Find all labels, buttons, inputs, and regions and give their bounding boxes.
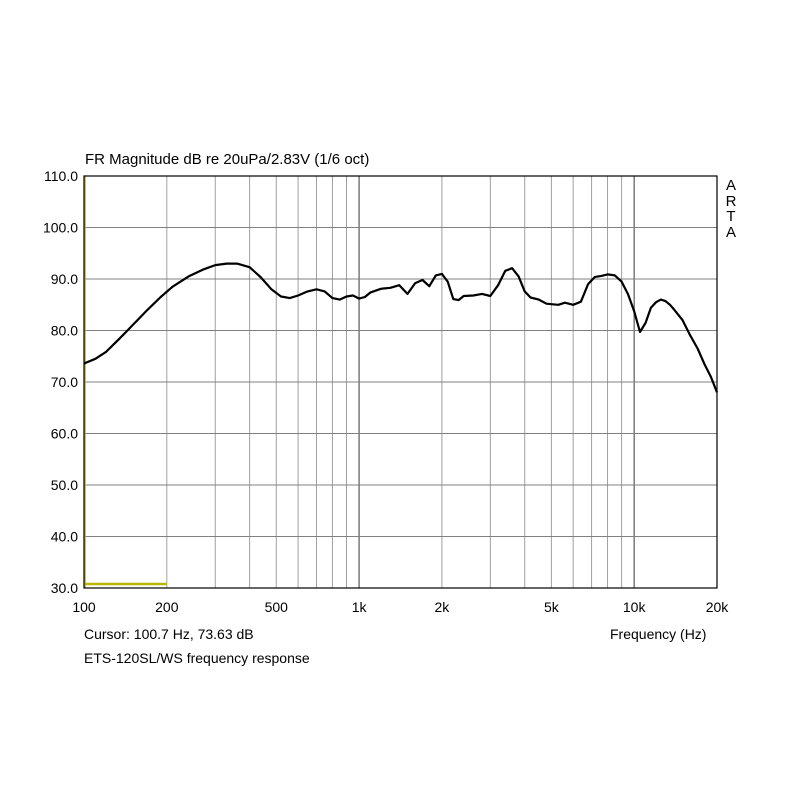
cursor-readout: Cursor: 100.7 Hz, 73.63 dB bbox=[84, 626, 254, 642]
frequency-response-line bbox=[83, 262, 719, 393]
x-tick-label: 1k bbox=[352, 599, 368, 615]
cursor-marks bbox=[84, 176, 167, 588]
plot-frame bbox=[83, 175, 718, 589]
x-tick-label: 100 bbox=[72, 599, 96, 615]
traces bbox=[83, 262, 719, 393]
x-axis-label: Frequency (Hz) bbox=[610, 626, 707, 642]
x-tick-label: 200 bbox=[155, 599, 179, 615]
x-tick-label: 20k bbox=[706, 599, 730, 615]
chart-caption: ETS-120SL/WS frequency response bbox=[84, 650, 310, 666]
y-tick-label: 110.0 bbox=[44, 168, 78, 184]
y-tick-label: 80.0 bbox=[51, 323, 78, 339]
y-tick-label: 100.0 bbox=[43, 220, 78, 236]
tick-labels: 30.0 40.0 50.0 60.0 70.0 80.0 90.0 100.0 110.0 10… bbox=[43, 168, 729, 615]
y-tick-label: 90.0 bbox=[51, 271, 78, 287]
x-tick-label: 500 bbox=[265, 599, 289, 615]
y-tick-label: 50.0 bbox=[51, 477, 78, 493]
y-tick-label: 30.0 bbox=[51, 580, 78, 596]
x-tick-label: 10k bbox=[623, 599, 647, 615]
brand-label: ARTA bbox=[725, 177, 737, 241]
chart-title: FR Magnitude dB re 20uPa/2.83V (1/6 oct) bbox=[85, 151, 370, 168]
x-tick-label: 2k bbox=[435, 599, 451, 615]
y-tick-label: 60.0 bbox=[51, 426, 78, 442]
y-tick-label: 70.0 bbox=[51, 374, 78, 390]
x-tick-label: 5k bbox=[544, 599, 560, 615]
y-tick-label: 40.0 bbox=[51, 529, 78, 545]
grid bbox=[84, 176, 717, 588]
